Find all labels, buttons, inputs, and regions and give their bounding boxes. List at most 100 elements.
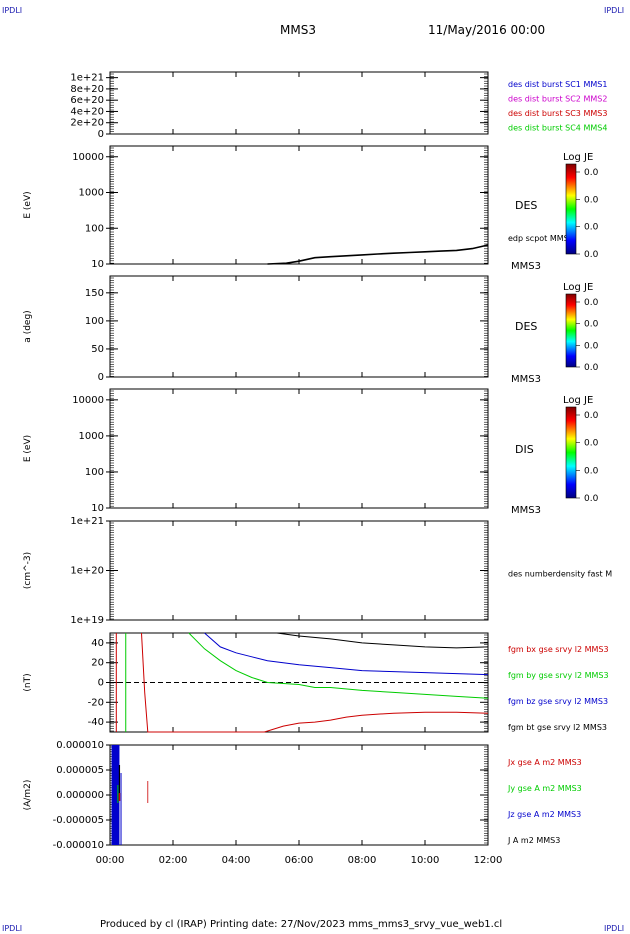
des-pitch-frame xyxy=(109,275,489,378)
des-energy-series-line xyxy=(267,244,489,265)
des-pitch-bottom-label: MMS3 xyxy=(511,374,541,385)
des-density-ytick-label: 1e+21 xyxy=(70,516,104,527)
des-dist-burst-ytick-label: 4e+20 xyxy=(70,106,104,117)
fgm-legend-entry: fgm by gse srvy l2 MMS3 xyxy=(508,671,609,680)
fgm-series-line xyxy=(141,632,489,733)
dis-energy-ytick-label: 10000 xyxy=(72,395,104,406)
dis-energy-bottom-label: MMS3 xyxy=(511,505,541,516)
des-pitch-colorbar-tick-label: 0.0 xyxy=(584,363,599,373)
time-axis-label: 00:00 xyxy=(96,855,125,866)
des-pitch-ytick-label: 50 xyxy=(91,344,104,355)
fgm-ytick-label: -40 xyxy=(88,717,104,728)
current-density-legend-entry: J A m2 MMS3 xyxy=(507,836,560,845)
des-energy-legend-entry: edp scpot MMS3 xyxy=(508,234,574,243)
des-dist-burst-legend-entry: des dist burst SC2 MMS2 xyxy=(508,95,607,104)
dis-energy-colorbar-title: Log JE xyxy=(563,395,593,406)
des-density-ytick-label: 1e+20 xyxy=(70,566,104,577)
des-energy-colorbar-tick-label: 0.0 xyxy=(584,223,599,233)
dis-energy-colorbar-tick-label: 0.0 xyxy=(584,466,599,476)
spacecraft-title: MMS3 xyxy=(280,23,316,37)
dis-energy-ytick-label: 100 xyxy=(85,467,104,478)
des-pitch-side-label: DES xyxy=(515,320,537,333)
fgm-ytick-label: -20 xyxy=(88,697,104,708)
dis-energy-side-label: DIS xyxy=(515,443,534,456)
fgm-series-line xyxy=(188,632,489,699)
corner-label-top-left: IPDLI xyxy=(2,6,23,15)
dis-energy-ytick-label: 1000 xyxy=(79,431,104,442)
des-dist-burst-frame xyxy=(109,71,489,135)
des-dist-burst-legend-entry: des dist burst SC1 MMS1 xyxy=(508,80,607,89)
des-energy-ytick-label: 10 xyxy=(91,259,104,270)
des-energy-ytick-label: 10000 xyxy=(72,152,104,163)
des-dist-burst-ytick-label: 2e+20 xyxy=(70,118,104,129)
current-density-jz-burst xyxy=(111,745,120,845)
time-axis-label: 10:00 xyxy=(411,855,440,866)
current-density-legend-entry: Jy gse A m2 MMS3 xyxy=(507,784,582,793)
fgm-series-line xyxy=(204,632,489,676)
des-energy-side-label: DES xyxy=(515,199,537,212)
des-dist-burst-ytick-label: 6e+20 xyxy=(70,95,104,106)
des-pitch-colorbar xyxy=(565,293,577,368)
des-energy-colorbar-tick-label: 0.0 xyxy=(584,168,599,178)
des-dist-burst-legend-entry: des dist burst SC4 MMS4 xyxy=(508,124,607,133)
fgm-ytick-label: 0 xyxy=(98,678,104,689)
fgm-legend-entry: fgm bx gse srvy l2 MMS3 xyxy=(508,645,609,654)
des-energy-ytick-label: 1000 xyxy=(79,188,104,199)
des-energy-colorbar-tick-label: 0.0 xyxy=(584,250,599,260)
dis-energy-ytick-label: 10 xyxy=(91,503,104,514)
des-pitch-ytick-label: 0 xyxy=(98,372,104,383)
fgm-series-line xyxy=(276,632,489,649)
fgm-ytick-label: 20 xyxy=(91,658,104,669)
des-density-ytick-label: 1e+19 xyxy=(70,615,104,626)
fgm-legend-entry: fgm bz gse srvy l2 MMS3 xyxy=(508,697,608,706)
des-pitch-colorbar-title: Log JE xyxy=(563,282,593,293)
fgm-ytick-label: 40 xyxy=(91,638,104,649)
des-pitch-colorbar-tick-label: 0.0 xyxy=(584,298,599,308)
des-energy-colorbar xyxy=(565,163,577,255)
des-density-frame xyxy=(109,520,489,621)
des-pitch-ytick-label: 100 xyxy=(85,316,104,327)
des-energy-colorbar-title: Log JE xyxy=(563,152,593,163)
des-pitch-ylabel: a (deg) xyxy=(23,310,33,342)
time-axis-label: 08:00 xyxy=(348,855,377,866)
des-energy-ylabel: E (eV) xyxy=(23,191,33,218)
des-pitch-colorbar-tick-label: 0.0 xyxy=(584,341,599,351)
time-axis-label: 04:00 xyxy=(222,855,251,866)
current-density-frame xyxy=(109,744,489,846)
des-energy-colorbar-tick-label: 0.0 xyxy=(584,195,599,205)
des-energy-frame xyxy=(109,145,489,265)
footer-credits: Produced by cl (IRAP) Printing date: 27/… xyxy=(100,919,503,930)
dis-energy-colorbar-tick-label: 0.0 xyxy=(584,439,599,449)
current-density-ytick-label: 0.000000 xyxy=(56,790,104,801)
dis-energy-frame xyxy=(109,388,489,509)
time-axis-label: 12:00 xyxy=(474,855,503,866)
dis-energy-colorbar xyxy=(565,406,577,499)
date-title: 11/May/2016 00:00 xyxy=(428,23,546,37)
current-density-legend-entry: Jz gse A m2 MMS3 xyxy=(507,810,581,819)
current-density-ytick-label: 0.000010 xyxy=(56,740,104,751)
current-density-ytick-label: 0.000005 xyxy=(56,765,104,776)
des-density-legend-entry: des numberdensity fast M xyxy=(508,570,612,579)
dis-energy-colorbar-tick-label: 0.0 xyxy=(584,494,599,504)
current-density-ytick-label: -0.000005 xyxy=(53,815,104,826)
dis-energy-colorbar-tick-label: 0.0 xyxy=(584,411,599,421)
current-density-legend-entry: Jx gse A m2 MMS3 xyxy=(507,758,582,767)
fgm-ylabel: (nT) xyxy=(23,673,33,691)
dis-energy-ylabel: E (eV) xyxy=(23,435,33,462)
des-pitch-colorbar-tick-label: 0.0 xyxy=(584,320,599,330)
des-density-ylabel: (cm^-3) xyxy=(23,552,33,589)
corner-label-top-right: IPDLI xyxy=(604,6,625,15)
time-axis-label: 02:00 xyxy=(159,855,188,866)
fgm-legend-entry: fgm bt gse srvy l2 MMS3 xyxy=(508,723,607,732)
des-energy-bottom-label: MMS3 xyxy=(511,261,541,272)
time-axis-label: 06:00 xyxy=(285,855,314,866)
des-dist-burst-ytick-label: 8e+20 xyxy=(70,84,104,95)
des-dist-burst-ytick-label: 1e+21 xyxy=(70,73,104,84)
current-density-ylabel: (A/m2) xyxy=(23,780,33,811)
des-dist-burst-ytick-label: 0 xyxy=(98,129,104,140)
corner-label-bottom-right: IPDLI xyxy=(604,924,625,933)
current-density-ytick-label: -0.000010 xyxy=(53,840,104,851)
des-pitch-ytick-label: 150 xyxy=(85,288,104,299)
des-energy-ytick-label: 100 xyxy=(85,223,104,234)
